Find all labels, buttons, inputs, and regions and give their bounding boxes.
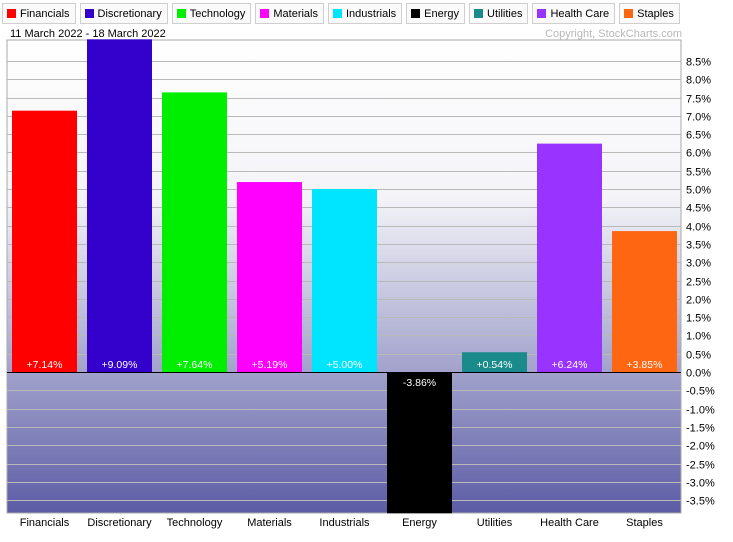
legend-swatch (474, 9, 483, 18)
y-tick-label: 3.5% (686, 240, 711, 252)
bar-staples (612, 231, 677, 372)
legend-item-staples[interactable]: Staples (619, 3, 680, 24)
legend-swatch (411, 9, 421, 18)
date-range: 11 March 2022 - 18 March 2022 (10, 28, 166, 40)
bars (12, 39, 677, 514)
legend-swatch (537, 9, 547, 18)
y-tick-label: 1.5% (686, 313, 711, 325)
y-tick-label: 0.0% (686, 368, 711, 380)
y-tick-label: 4.0% (686, 222, 711, 234)
category-label: Energy (402, 517, 437, 529)
y-tick-label: 7.5% (686, 94, 711, 106)
y-tick-label: 1.0% (686, 331, 711, 343)
legend-item-energy[interactable]: Energy (406, 3, 465, 24)
category-label: Industrials (319, 517, 370, 529)
y-tick-label: -2.0% (686, 441, 715, 453)
legend-label: Industrials (346, 7, 397, 20)
category-label: Materials (247, 517, 292, 529)
legend: Financials Discretionary Technology Materia… (0, 0, 733, 27)
bar-industrials (312, 189, 377, 372)
y-tick-label: 8.5% (686, 57, 711, 69)
legend-item-discretionary[interactable]: Discretionary (79, 3, 168, 24)
legend-label: Materials (273, 7, 318, 20)
copyright-notice: Copyright, StockCharts.com (545, 28, 682, 40)
y-tick-label: 3.0% (686, 258, 711, 270)
legend-swatch (624, 9, 634, 18)
data-label: +7.64% (177, 359, 213, 371)
data-label: +5.19% (252, 359, 288, 371)
y-tick-label: 6.0% (686, 148, 711, 160)
y-tick-label: 2.0% (686, 295, 711, 307)
category-label: Staples (626, 517, 663, 529)
legend-swatch (260, 9, 270, 18)
y-tick-label: -1.0% (686, 405, 715, 417)
category-label: Financials (20, 517, 70, 529)
legend-swatch (333, 9, 342, 18)
y-tick-label: -3.0% (686, 478, 715, 490)
legend-item-health-care[interactable]: Health Care (532, 3, 616, 24)
data-label: +7.14% (27, 359, 63, 371)
data-labels: +7.14% +9.09% +7.64% +5.19% +5.00% -3.86% +0.5… (27, 359, 663, 389)
legend-item-industrials[interactable]: Industrials (328, 3, 403, 24)
category-label: Technology (167, 517, 223, 529)
bar-technology (162, 92, 227, 372)
data-label: +3.85% (627, 359, 663, 371)
bar-energy (387, 372, 452, 514)
y-tick-label: 4.5% (686, 203, 711, 215)
legend-label: Utilities (487, 7, 523, 20)
x-axis: Financials Discretionary Technology Materia… (20, 517, 664, 529)
legend-item-technology[interactable]: Technology (171, 3, 252, 24)
data-label: +0.54% (477, 359, 513, 371)
y-tick-label: 5.0% (686, 185, 711, 197)
y-tick-label: -3.5% (686, 496, 715, 508)
category-label: Utilities (477, 517, 513, 529)
data-label: +5.00% (327, 359, 363, 371)
bar-utilities (462, 352, 527, 372)
legend-swatch (176, 9, 186, 18)
legend-swatch (84, 9, 94, 18)
data-label: -3.86% (403, 377, 436, 389)
legend-label: Health Care (550, 7, 610, 20)
data-label: +9.09% (102, 359, 138, 371)
legend-swatch (7, 9, 16, 18)
y-tick-label: 6.5% (686, 130, 711, 142)
y-axis: 8.5% 8.0% 7.5% 7.0% 6.5% 6.0% 5.5% 5.0% 4.5% 4.0%… (686, 57, 715, 508)
category-label: Health Care (540, 517, 599, 529)
legend-item-financials[interactable]: Financials (2, 3, 76, 24)
bar-health-care (537, 143, 602, 372)
legend-label: Technology (189, 7, 246, 20)
legend-label: Discretionary (97, 7, 162, 20)
y-tick-label: 8.0% (686, 75, 711, 87)
data-label: +6.24% (552, 359, 588, 371)
legend-item-utilities[interactable]: Utilities (469, 3, 529, 24)
y-tick-label: -2.5% (686, 460, 715, 472)
y-tick-label: -1.5% (686, 423, 715, 435)
y-tick-label: 5.5% (686, 167, 711, 179)
legend-label: Energy (424, 7, 459, 20)
bar-discretionary (87, 39, 152, 372)
y-tick-label: 0.5% (686, 350, 711, 362)
y-tick-label: -0.5% (686, 386, 715, 398)
y-tick-label: 2.5% (686, 277, 711, 289)
legend-label: Staples (637, 7, 674, 20)
y-tick-label: 7.0% (686, 112, 711, 124)
legend-label: Financials (20, 7, 70, 20)
bar-materials (237, 182, 302, 372)
bar-financials (12, 110, 77, 373)
category-label: Discretionary (87, 517, 152, 529)
legend-item-materials[interactable]: Materials (255, 3, 324, 24)
